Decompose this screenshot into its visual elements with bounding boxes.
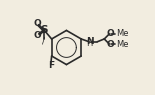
Text: S: S [40,25,48,35]
Text: Me: Me [117,40,129,49]
Text: O: O [33,30,41,40]
Text: O: O [106,40,114,49]
Text: O: O [106,29,114,38]
Text: N: N [86,37,93,46]
Text: F: F [48,61,54,70]
Text: O: O [33,19,41,28]
Text: /: / [42,37,45,46]
Text: Me: Me [117,29,129,38]
Text: H: H [86,39,93,48]
